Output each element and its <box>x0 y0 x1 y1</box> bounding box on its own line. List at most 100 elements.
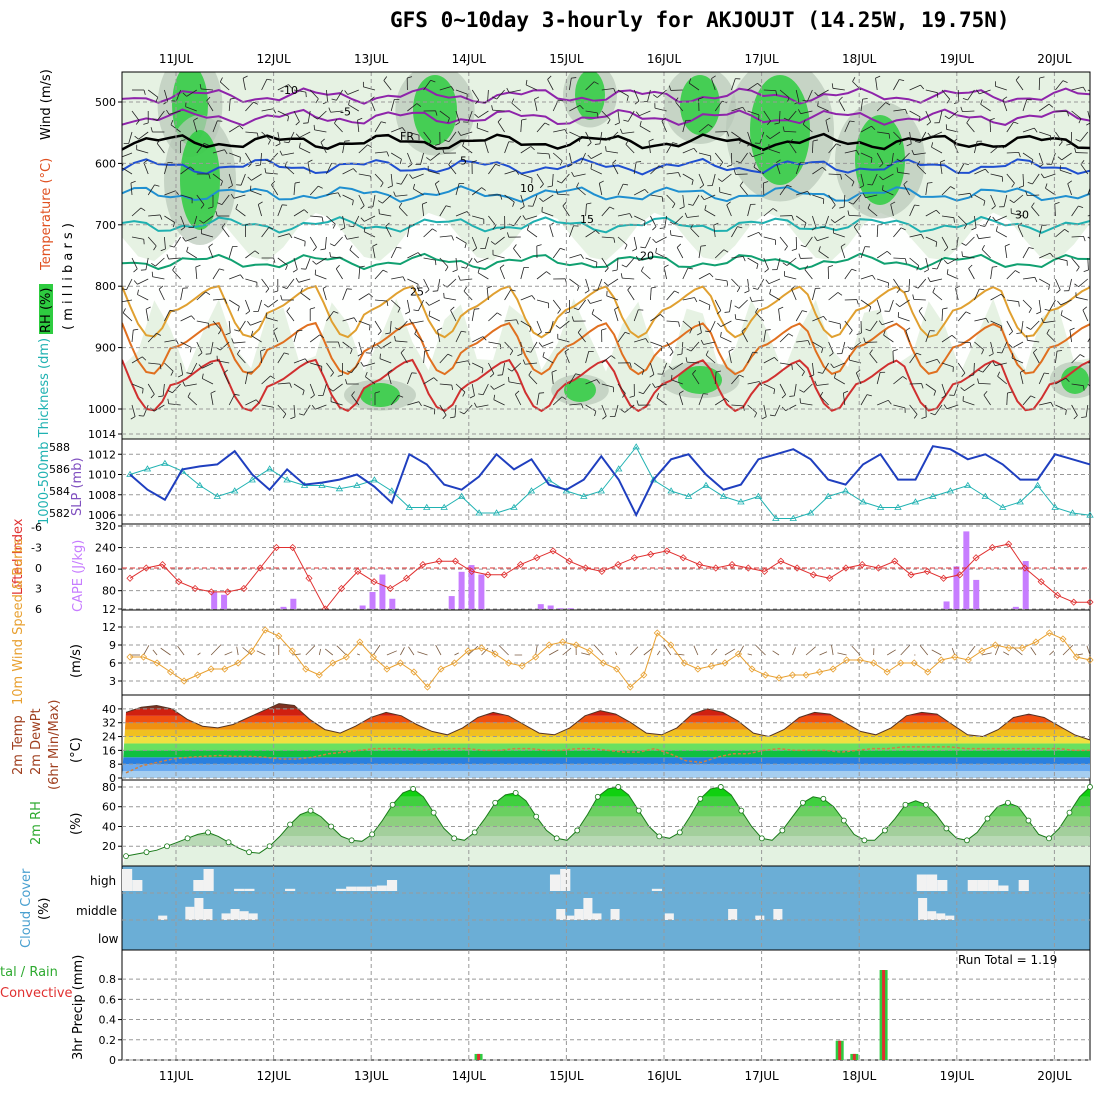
wind-barb <box>747 231 759 238</box>
wind-barb-feather <box>886 250 892 255</box>
wind-barb <box>650 341 662 347</box>
wind-barb-feather <box>920 234 925 239</box>
wind-barb <box>763 208 774 217</box>
wind-barb <box>334 236 343 247</box>
wind-barb-feather <box>462 141 465 147</box>
wind10m-point <box>870 659 878 667</box>
wind-barb-feather <box>517 353 523 357</box>
thickness-point <box>248 476 256 483</box>
isotherm-line <box>122 157 1090 176</box>
wind-barb <box>1002 99 1008 112</box>
wind10m-point <box>396 659 404 667</box>
wind-barb <box>673 215 684 225</box>
wind-barb-feather <box>303 209 309 214</box>
wind-barb <box>261 278 270 289</box>
wind-barb-feather <box>604 137 610 141</box>
wind-barb-feather <box>1045 183 1048 189</box>
wind-barb-feather <box>1083 236 1086 242</box>
y-tick-label: 16 <box>102 744 116 757</box>
wind-barb-feather <box>863 337 866 343</box>
thickness-point <box>632 443 640 450</box>
wind-barb-feather <box>853 222 858 228</box>
wind-barb-feather <box>1028 247 1034 250</box>
wind-barb-feather <box>166 254 170 260</box>
wind-barb-feather <box>1048 284 1051 290</box>
wind-barb <box>399 320 408 331</box>
wind-barb-feather <box>383 76 388 81</box>
wind-barb <box>293 89 306 93</box>
wind-barb-feather <box>1096 244 1098 249</box>
wind-barb-feather <box>564 311 570 314</box>
li-point <box>988 543 996 552</box>
wind-barb-feather <box>191 315 195 320</box>
wind-barb <box>941 362 954 368</box>
wind10m-point <box>640 671 648 679</box>
wind-barb-feather <box>537 331 542 336</box>
wind-barb-feather <box>906 143 912 147</box>
wind-barb <box>1055 404 1067 411</box>
wind-barb <box>576 186 586 196</box>
rh-point <box>389 801 396 808</box>
wind-barb <box>193 120 198 133</box>
wind-barb <box>277 404 287 415</box>
bottom-date-label: 17JUL <box>744 1069 779 1083</box>
wind-barb-feather <box>946 269 949 275</box>
wind-barb <box>147 332 157 343</box>
wind-barb <box>309 236 317 248</box>
temp-band <box>122 736 1090 744</box>
wind-barb-feather <box>247 176 252 181</box>
wind-barb <box>358 267 361 280</box>
wind-barb-feather <box>888 133 891 139</box>
wind-barb <box>472 215 484 220</box>
wind-barb-feather <box>374 391 380 394</box>
wind-barb <box>666 290 675 301</box>
wind-barb-feather <box>405 311 410 315</box>
wind-barb <box>690 228 700 238</box>
wind-barb <box>257 204 262 217</box>
wind-barb <box>1087 236 1090 239</box>
wind-barb <box>917 278 927 289</box>
cape-bar <box>557 608 564 609</box>
wind-barb-feather <box>195 264 201 268</box>
wind-barb-feather <box>966 118 970 124</box>
bottom-date-label: 13JUL <box>354 1069 389 1083</box>
wind-barb <box>300 292 311 301</box>
wind-barb-feather <box>1041 317 1044 323</box>
wind-barb <box>372 194 376 207</box>
wind-barb-feather <box>595 230 600 235</box>
wind-barb-feather <box>739 181 744 186</box>
wind-barb <box>622 131 635 134</box>
wind10m-barb <box>454 652 459 656</box>
wind-barb-feather <box>555 325 561 329</box>
wind-barb-feather <box>999 144 1005 149</box>
precip-ylabel: 3hr Precip (mm) <box>71 955 86 1060</box>
li-point <box>1086 598 1094 606</box>
wind-barb-feather <box>166 109 170 115</box>
wind-barb <box>532 194 538 207</box>
wind-barb-feather <box>399 159 402 165</box>
cloud-high-bar <box>376 885 387 891</box>
rh-point <box>328 823 335 830</box>
wind-barb-feather <box>692 369 697 375</box>
wind-barb <box>785 404 797 411</box>
wind-barb <box>131 257 138 269</box>
wind-barb-feather <box>228 185 233 189</box>
thickness-point <box>737 498 745 505</box>
wind-barb-feather <box>271 180 276 186</box>
wind-barb <box>525 84 538 91</box>
wind-barb-feather <box>876 311 882 315</box>
wind-barb <box>536 320 542 333</box>
wind10m-point <box>667 641 675 649</box>
wind-barb-feather <box>679 390 684 394</box>
wind-barb <box>1087 257 1089 271</box>
wind-barb <box>769 293 781 301</box>
cloud-layer-low: low <box>98 932 119 946</box>
wind10m-point <box>1072 653 1081 661</box>
wind-barb-feather <box>733 169 736 175</box>
li-point <box>1053 591 1062 599</box>
wind-barb <box>703 341 716 345</box>
wind-barb <box>1055 228 1065 238</box>
wind-barb <box>938 110 943 123</box>
